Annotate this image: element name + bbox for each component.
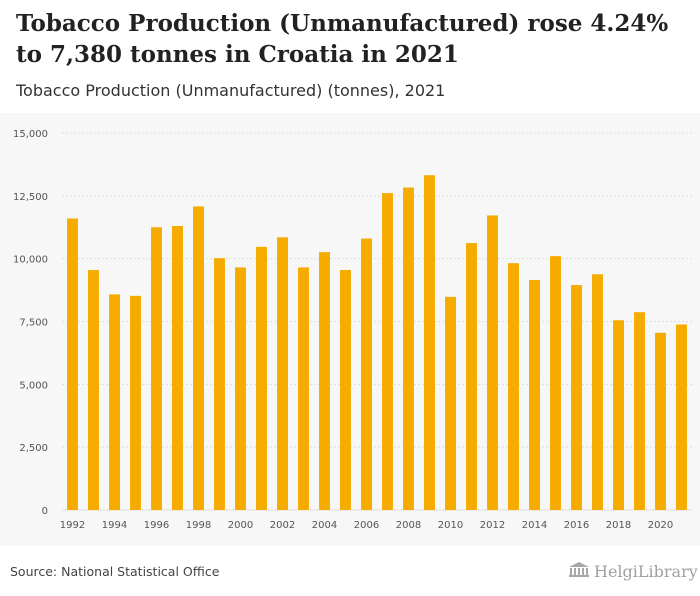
helgi-library-logo[interactable]: HelgiLibrary bbox=[568, 561, 698, 581]
bar bbox=[151, 227, 162, 510]
y-tick-label: 12,500 bbox=[13, 192, 48, 203]
bar bbox=[361, 238, 372, 510]
library-building-icon bbox=[568, 561, 590, 581]
bar bbox=[592, 274, 603, 510]
x-tick-label: 2004 bbox=[312, 520, 337, 531]
bar bbox=[319, 252, 330, 510]
bar bbox=[508, 263, 519, 510]
bar bbox=[88, 269, 99, 510]
bar bbox=[571, 285, 582, 510]
bar bbox=[445, 296, 456, 510]
logo-text: HelgiLibrary bbox=[594, 561, 698, 581]
y-tick-label: 0 bbox=[42, 506, 48, 517]
bar bbox=[130, 295, 141, 510]
x-tick-label: 2018 bbox=[606, 520, 631, 531]
x-tick-label: 1992 bbox=[60, 520, 85, 531]
bar bbox=[466, 243, 477, 511]
y-tick-label: 10,000 bbox=[13, 255, 48, 266]
bar bbox=[256, 246, 267, 510]
x-tick-label: 2000 bbox=[228, 520, 253, 531]
bar bbox=[613, 320, 624, 510]
bar bbox=[655, 332, 666, 510]
y-tick-label: 7,500 bbox=[19, 318, 48, 329]
x-tick-label: 1998 bbox=[186, 520, 211, 531]
bar bbox=[403, 187, 414, 510]
x-tick-label: 2006 bbox=[354, 520, 379, 531]
x-tick-label: 2020 bbox=[648, 520, 673, 531]
bar-chart: 0 2,500 5,000 7,500 10,000 12,500 15,000 1992 19… bbox=[13, 129, 692, 531]
bar bbox=[382, 193, 393, 510]
bar bbox=[193, 206, 204, 510]
y-tick-label: 2,500 bbox=[19, 443, 48, 454]
bar bbox=[529, 280, 540, 510]
bar bbox=[424, 175, 435, 510]
y-tick-label: 5,000 bbox=[19, 380, 48, 391]
bar bbox=[634, 312, 645, 510]
x-tick-label: 2012 bbox=[480, 520, 505, 531]
bar bbox=[298, 267, 309, 510]
x-tick-label: 1996 bbox=[144, 520, 169, 531]
bar bbox=[676, 324, 687, 510]
bar bbox=[340, 269, 351, 510]
source-note: Source: National Statistical Office bbox=[10, 564, 220, 579]
chart-title: Tobacco Production (Unmanufactured) rose… bbox=[16, 10, 669, 68]
bar bbox=[235, 267, 246, 510]
bar bbox=[277, 237, 288, 510]
x-tick-label: 2008 bbox=[396, 520, 421, 531]
y-tick-label: 15,000 bbox=[13, 129, 48, 140]
x-tick-label: 2010 bbox=[438, 520, 463, 531]
chart-subtitle: Tobacco Production (Unmanufactured) (ton… bbox=[16, 81, 446, 100]
bar bbox=[67, 218, 78, 510]
x-tick-label: 1994 bbox=[102, 520, 127, 531]
x-tick-label: 2016 bbox=[564, 520, 589, 531]
bar bbox=[550, 256, 561, 510]
bar bbox=[214, 258, 225, 510]
bar bbox=[172, 225, 183, 510]
x-tick-label: 2014 bbox=[522, 520, 547, 531]
bar bbox=[487, 215, 498, 511]
x-tick-label: 2002 bbox=[270, 520, 295, 531]
bar bbox=[109, 294, 120, 510]
